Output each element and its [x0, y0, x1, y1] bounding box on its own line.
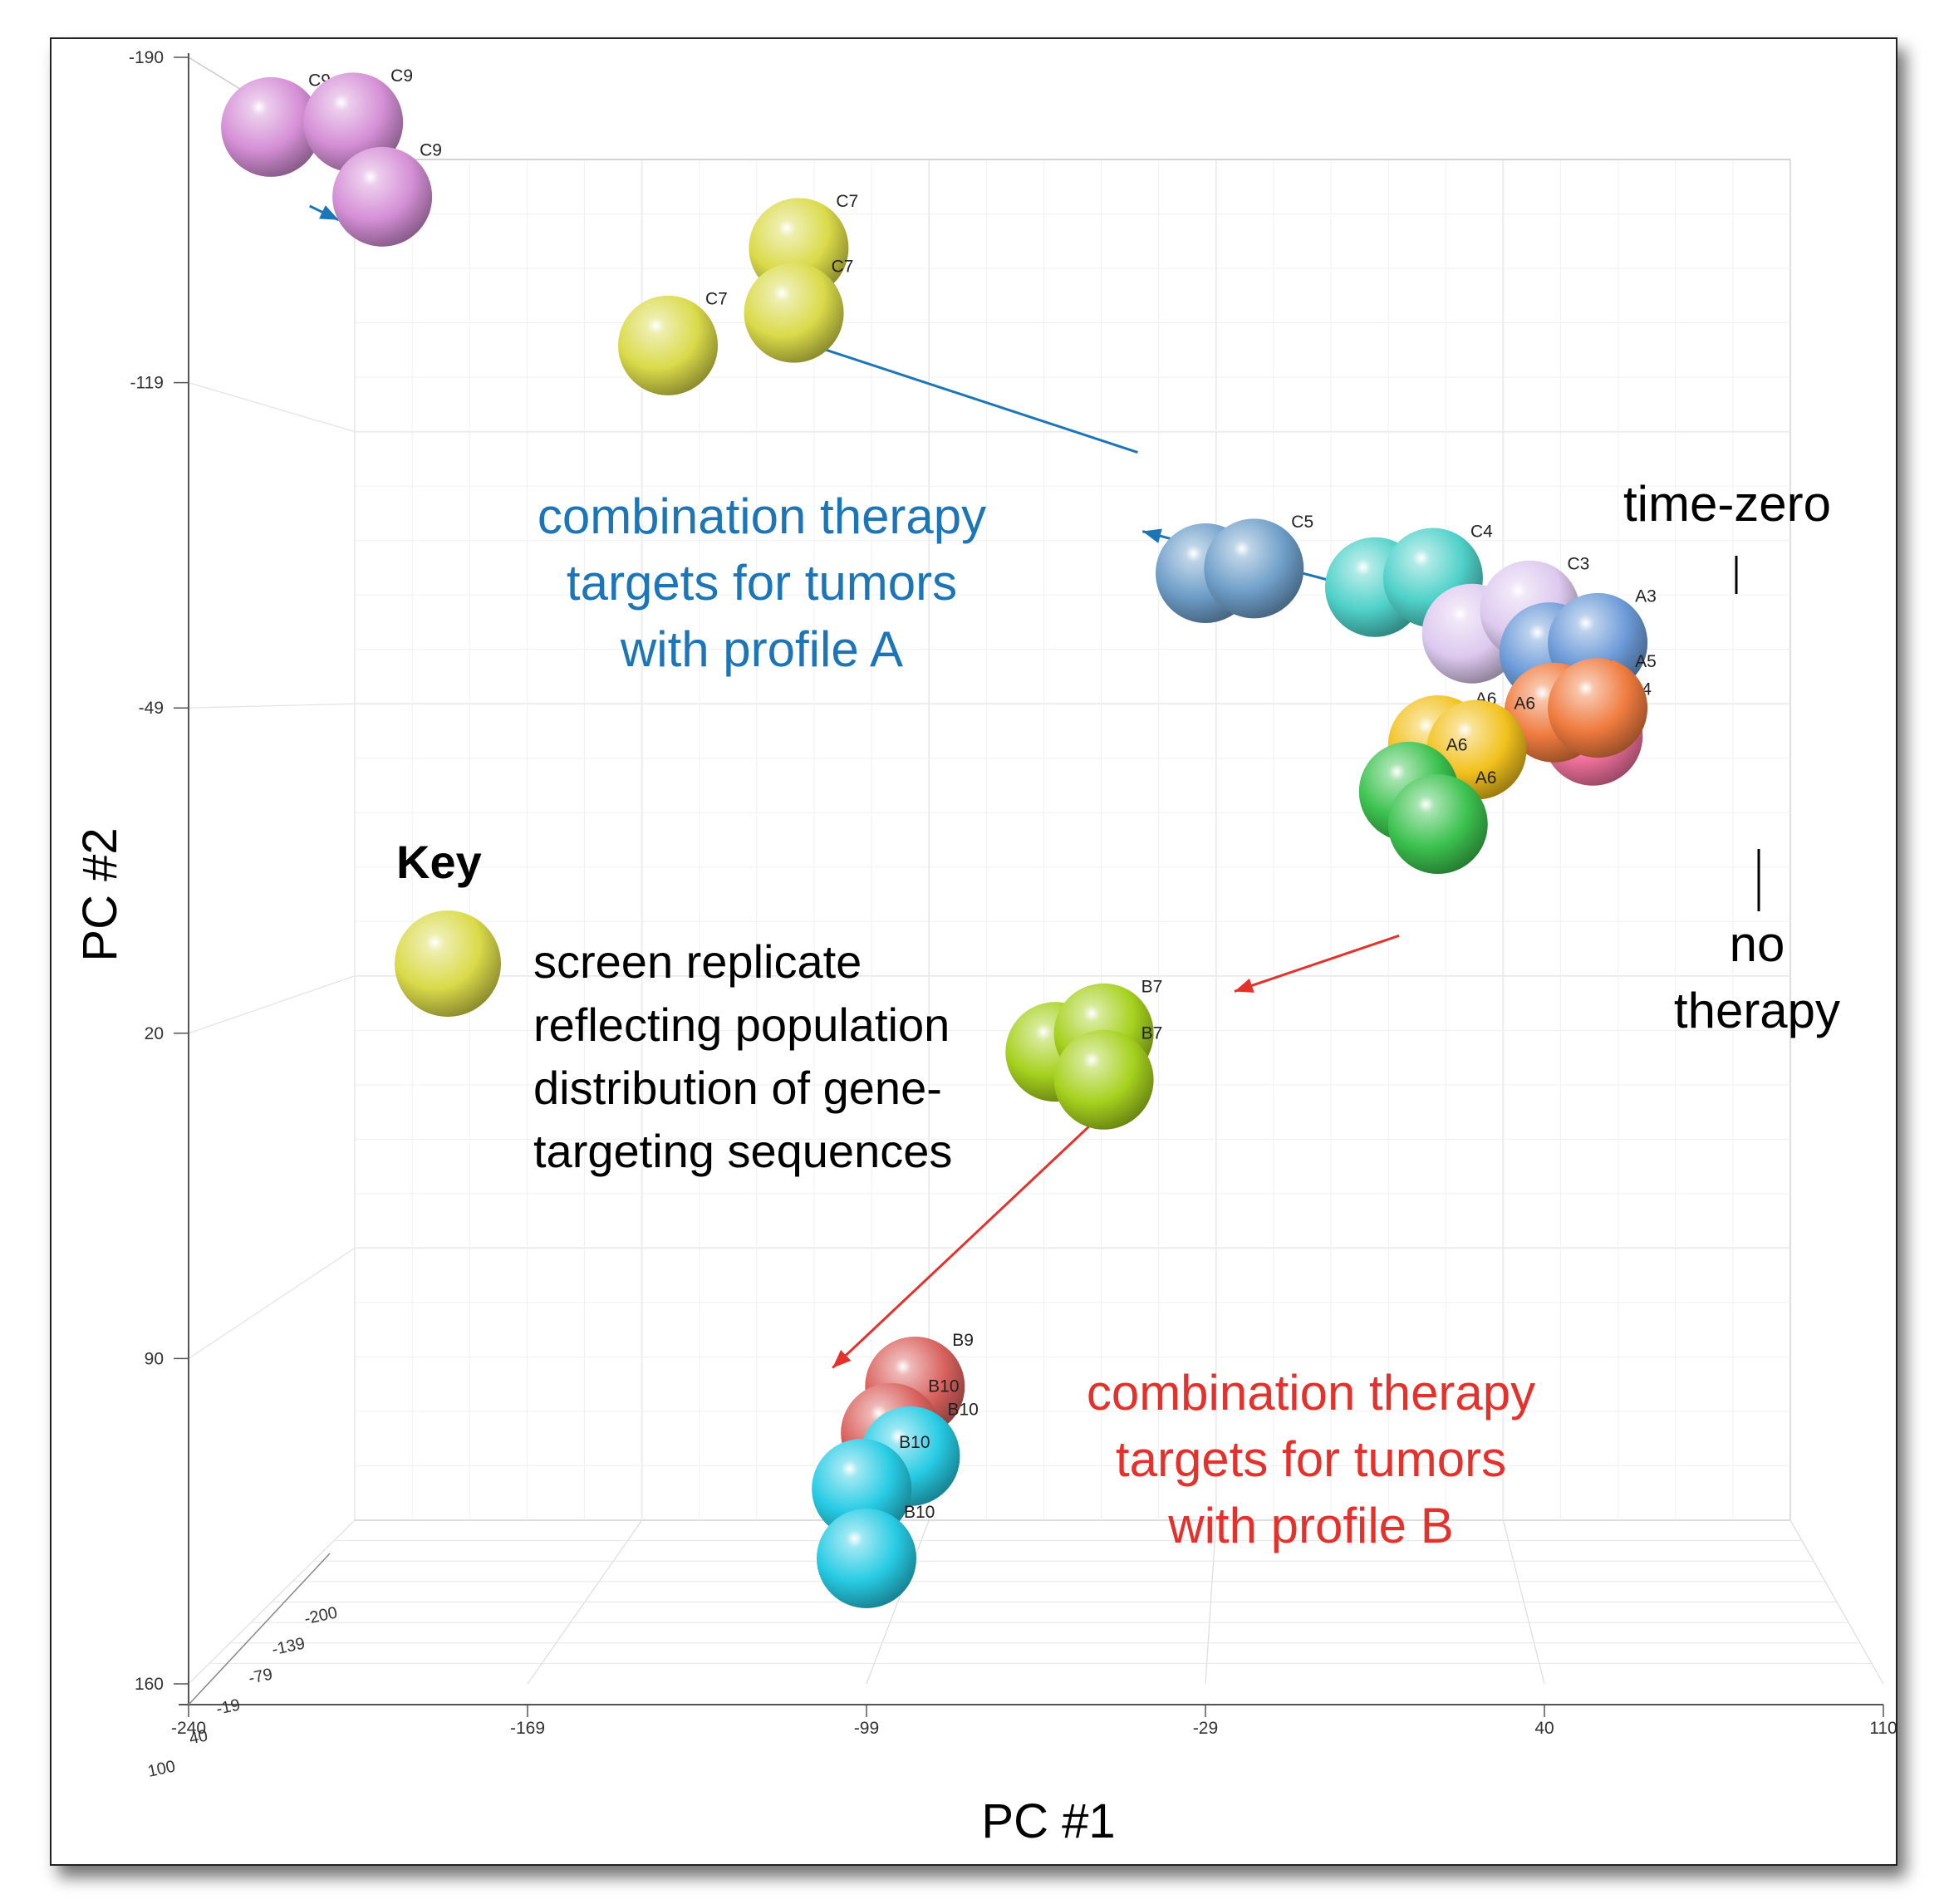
- z-tick-label: -79: [247, 1665, 274, 1688]
- sphere-point: [332, 146, 433, 247]
- z-axis-line: [188, 1553, 331, 1705]
- annotation-line: with profile A: [620, 621, 903, 677]
- sphere-point: [1204, 518, 1304, 619]
- sphere-point: [1387, 774, 1488, 875]
- x-tick-label: 110: [1869, 1719, 1896, 1738]
- key-description-line: screen replicate: [533, 935, 862, 988]
- point-label: A3: [1635, 587, 1657, 606]
- tick-labels: 160 90 20 -49 -119 -190 -240 -169 -99 -29 40 110 -20…: [73, 48, 1896, 1848]
- annotation-line: targets for tumors: [1116, 1431, 1506, 1487]
- y-tick-label: 90: [145, 1349, 164, 1368]
- z-tick-label: -139: [270, 1634, 307, 1659]
- annotation-line: time-zero: [1623, 476, 1831, 532]
- z-tick-label: -19: [214, 1695, 242, 1719]
- y-tick-label: 160: [135, 1675, 164, 1694]
- y-tick-label: 20: [145, 1024, 164, 1043]
- y-tick-label: -119: [130, 374, 164, 393]
- point-label: A6: [1475, 768, 1497, 788]
- point-label: C9: [420, 141, 442, 160]
- key-title: Key: [396, 836, 482, 888]
- x-tick-label: 40: [1534, 1719, 1554, 1738]
- annotation-text: no therapy: [1674, 916, 1840, 1038]
- arrow-shaft: [1234, 934, 1400, 993]
- grid-line: [188, 1247, 356, 1359]
- point-label: B9: [952, 1331, 974, 1350]
- point-label: C4: [1470, 522, 1493, 541]
- x-tick-label: -169: [510, 1719, 545, 1738]
- annotation-line: combination therapy: [1087, 1365, 1535, 1421]
- sphere-point: [744, 263, 844, 363]
- key-legend: Key screen replicate reflecting population…: [395, 836, 952, 1177]
- pca-3d-plot: 160 90 20 -49 -119 -190 -240 -169 -99 -29 40 110 -20…: [73, 48, 1896, 1848]
- sphere-point: [618, 295, 719, 395]
- point-label: B10: [928, 1377, 959, 1396]
- point-label: A6: [1514, 694, 1535, 713]
- x-tick-label: -99: [854, 1719, 879, 1738]
- point-label: A6: [1446, 736, 1468, 755]
- x-axis-title: PC #1: [981, 1794, 1115, 1848]
- arrow-head: [1234, 978, 1254, 993]
- arrow-shaft: [783, 335, 1138, 454]
- x-tick-label: -29: [1193, 1719, 1218, 1738]
- z-tick-label: 40: [188, 1726, 209, 1748]
- key-description-line: reflecting population: [533, 999, 950, 1051]
- sphere-point: [1053, 1029, 1154, 1130]
- key-description: screen replicate reflecting population dis…: [533, 935, 952, 1177]
- sphere-point: [817, 1508, 916, 1608]
- point-label: C5: [1291, 513, 1313, 532]
- annotation-text: combination therapy targets for tumors wit…: [1087, 1365, 1535, 1553]
- arrow-shaft: [832, 1125, 1091, 1369]
- grid-line: [188, 703, 356, 709]
- grid: [188, 56, 1884, 1685]
- annotation-text: combination therapy targets for tumors wit…: [538, 488, 986, 677]
- point-label: B7: [1141, 978, 1163, 997]
- arrow-head: [1142, 528, 1162, 543]
- arrow-head: [318, 205, 339, 220]
- annotation-line: combination therapy: [538, 488, 986, 544]
- annotations: combination therapy targets for tumors wit…: [538, 476, 1840, 1553]
- x-tick-label: -240: [171, 1719, 206, 1738]
- y-axis-title: PC #2: [73, 827, 127, 961]
- point-label: B10: [904, 1503, 935, 1522]
- point-label: A5: [1635, 652, 1657, 671]
- grid-line: [188, 975, 356, 1034]
- point-label: B10: [947, 1401, 978, 1420]
- point-label: C7: [836, 192, 858, 211]
- point-label: C9: [390, 66, 413, 86]
- annotation-line: with profile B: [1167, 1498, 1453, 1553]
- y-tick-label: -190: [129, 48, 164, 67]
- key-swatch-sphere: [395, 910, 501, 1017]
- point-label: B10: [899, 1433, 930, 1452]
- annotation-text: time-zero: [1623, 476, 1831, 532]
- annotation-line: targets for tumors: [567, 555, 957, 611]
- y-tick-label: -49: [139, 699, 164, 718]
- sphere-point: [221, 76, 322, 177]
- annotation-line: no: [1730, 916, 1785, 972]
- chart-frame: 160 90 20 -49 -119 -190 -240 -169 -99 -29 40 110 -20…: [50, 37, 1897, 1866]
- annotation-line: therapy: [1674, 983, 1840, 1038]
- key-description-line: distribution of gene-: [533, 1062, 942, 1114]
- z-tick-label: 100: [146, 1757, 177, 1780]
- point-label: C7: [832, 257, 854, 276]
- grid-line: [188, 382, 356, 433]
- sphere-point: [1548, 658, 1648, 758]
- point-label: C7: [705, 290, 728, 309]
- data-points: C9C9C9C7C7C7C5C5C4C4C3C3A3A3A4A5A5A6A6A6…: [221, 66, 1657, 1608]
- z-tick-label: -200: [302, 1603, 339, 1628]
- point-label: C3: [1568, 555, 1590, 574]
- axes: [179, 53, 1883, 1705]
- point-label: B7: [1141, 1024, 1163, 1043]
- arrow-head: [832, 1349, 852, 1368]
- key-description-line: targeting sequences: [533, 1125, 952, 1177]
